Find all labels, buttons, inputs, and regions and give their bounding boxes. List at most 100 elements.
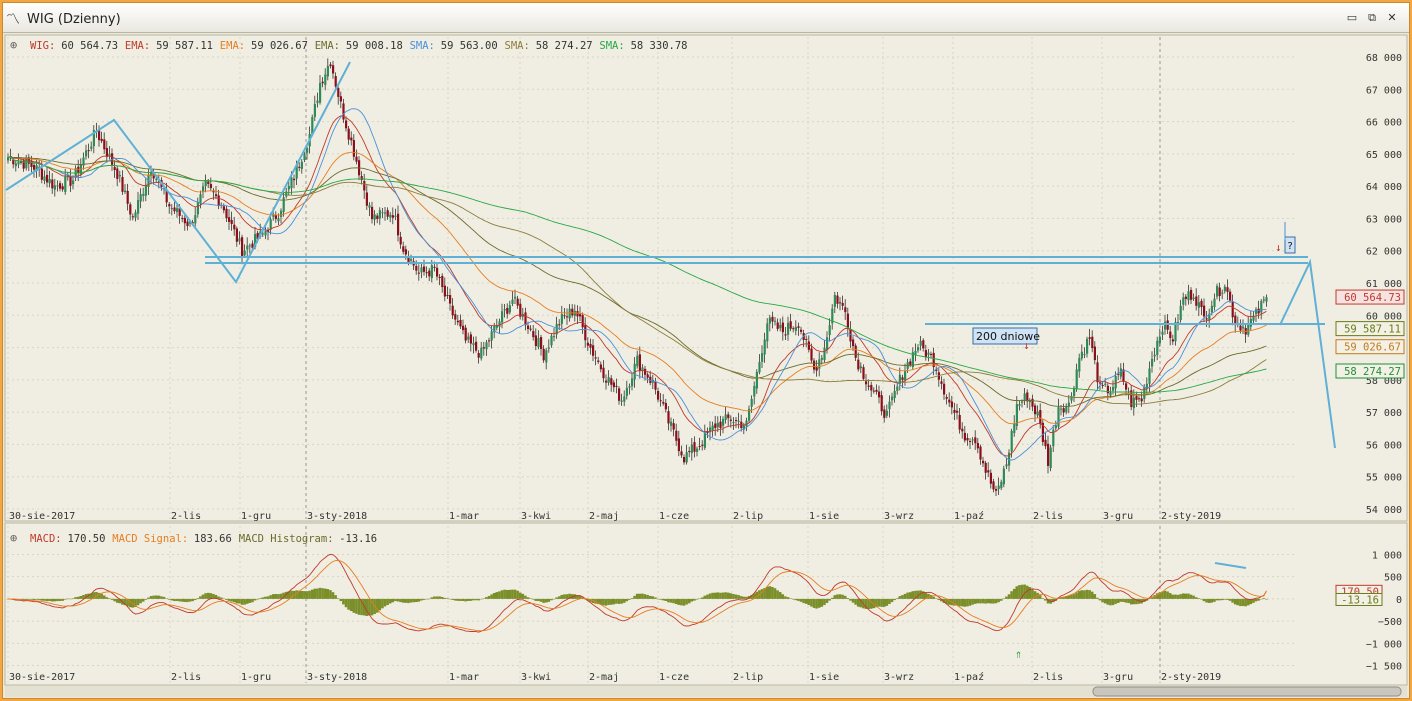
macd-histogram-bar <box>243 598 246 605</box>
macd-histogram-bar <box>994 598 998 604</box>
candle-body <box>1119 368 1122 377</box>
candle-body <box>194 215 197 224</box>
candle-body <box>1044 439 1047 447</box>
macd-histogram-bar <box>854 598 857 605</box>
scrollbar-track[interactable] <box>5 686 1407 697</box>
macd-divergence-line <box>1214 562 1247 569</box>
macd-histogram-bar <box>466 598 470 601</box>
candle-body <box>1145 383 1148 390</box>
price-panel[interactable] <box>4 34 1408 522</box>
macd-histogram-bar <box>378 598 382 611</box>
macd-histogram-bar <box>651 596 655 599</box>
minimize-icon[interactable]: ▭ <box>1346 11 1358 24</box>
macd-histogram-bar <box>352 598 356 613</box>
macd-histogram-bar <box>1010 591 1013 599</box>
candle-body <box>555 323 558 335</box>
macd-histogram-bar <box>1101 598 1104 603</box>
candle-body <box>399 236 402 245</box>
macd-histogram-bar <box>768 586 772 599</box>
macd-panel[interactable] <box>4 522 1408 686</box>
price-tick-label: 62 000 <box>1366 247 1402 258</box>
macd-histogram-bar <box>539 598 543 602</box>
candle-body <box>1190 289 1193 300</box>
candle-body <box>108 153 111 156</box>
candle-body <box>438 277 441 279</box>
macd-histogram-bar <box>846 598 850 599</box>
candle-body <box>342 103 345 120</box>
macd-histogram-bar <box>986 598 990 604</box>
macd-histogram-bar <box>365 598 369 617</box>
candle-body <box>293 178 296 181</box>
window-title: WIG (Dzienny) <box>27 12 121 27</box>
candle-body <box>212 190 215 193</box>
candle-body <box>1106 385 1109 394</box>
candle-body <box>129 204 132 215</box>
candle-body <box>807 341 810 350</box>
candle-body <box>490 331 493 341</box>
macd-histogram-bar <box>625 598 629 602</box>
macd-legend-value: 170.50 <box>68 533 106 545</box>
restore-icon[interactable]: ⧉ <box>1368 11 1376 24</box>
macd-histogram-bar <box>1077 591 1081 599</box>
macd-histogram-bar <box>955 598 959 606</box>
macd-histogram-bar <box>1249 598 1253 605</box>
macd-histogram-bar <box>778 592 782 599</box>
macd-histogram-bar <box>810 598 813 607</box>
price-legend-value: 59 008.18 <box>346 40 403 52</box>
macd-histogram-bar <box>932 596 935 599</box>
candle-body <box>841 303 844 306</box>
candle-body <box>1140 398 1143 402</box>
candle-body <box>261 233 264 235</box>
macd-histogram-bar <box>66 598 70 600</box>
candle-body <box>878 391 881 398</box>
candle-body <box>701 444 704 446</box>
macd-histogram-bar <box>963 598 967 607</box>
up-arrow-icon: ⇑ <box>1015 647 1022 661</box>
candle-body <box>763 339 766 355</box>
scrollbar-thumb[interactable] <box>1092 686 1402 697</box>
macd-histogram-bar <box>794 598 798 601</box>
candle-body <box>1197 302 1200 308</box>
macd-histogram-bar <box>628 598 631 600</box>
macd-histogram-bar <box>1002 598 1006 600</box>
candle-body <box>480 347 483 359</box>
macd-histogram-bar <box>149 596 153 599</box>
macd-histogram-bar <box>386 598 389 606</box>
macd-histogram-bar <box>435 596 439 599</box>
title-bar[interactable]: 〽 WIG (Dzienny) ▭ ⧉ ✕ <box>3 3 1409 33</box>
price-legend-name: WIG: <box>30 40 55 52</box>
macd-histogram-bar <box>269 595 272 599</box>
price-tick-label: 58 000 <box>1366 376 1402 387</box>
candle-body <box>745 420 748 427</box>
macd-histogram-bar <box>1166 591 1169 599</box>
candle-body <box>1182 297 1185 305</box>
candle-body <box>1093 346 1096 361</box>
macd-histogram-bar <box>867 598 870 609</box>
macd-histogram-bar <box>1051 598 1055 603</box>
macd-histogram-bar <box>849 598 852 601</box>
candle-body <box>207 181 210 184</box>
macd-histogram-bar <box>622 598 626 603</box>
macd-histogram-bar <box>791 598 795 600</box>
candle-body <box>428 270 431 277</box>
candle-body <box>1075 369 1078 389</box>
candle-body <box>852 339 855 347</box>
macd-histogram-bar <box>45 598 49 602</box>
price-legend-value: 59 587.11 <box>156 40 213 52</box>
candle-body <box>321 81 324 84</box>
macd-histogram-bar <box>513 589 517 599</box>
candle-body <box>352 140 355 157</box>
candle-body <box>90 146 93 149</box>
candle-body <box>441 275 444 288</box>
macd-histogram-bar <box>807 598 811 606</box>
macd-x-label: 2-lis <box>1033 672 1063 683</box>
macd-histogram-bar <box>102 595 106 599</box>
close-icon[interactable]: ✕ <box>1387 11 1397 24</box>
candle-body <box>599 364 602 370</box>
macd-histogram-bar <box>201 594 205 599</box>
macd-histogram-bar <box>799 598 803 602</box>
candle-body <box>1169 331 1172 339</box>
macd-histogram-bar <box>456 598 460 601</box>
candle-body <box>914 350 917 355</box>
